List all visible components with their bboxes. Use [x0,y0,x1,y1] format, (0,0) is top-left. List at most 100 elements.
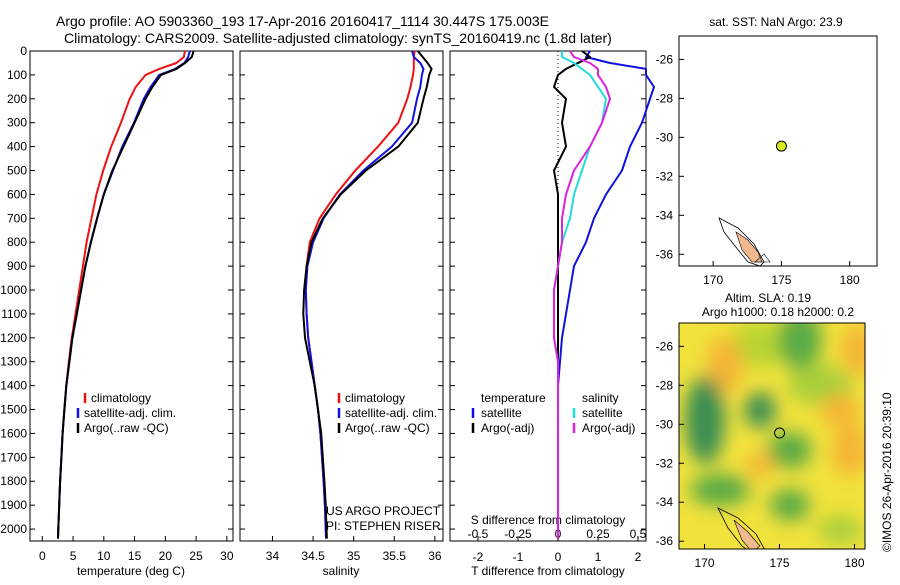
map-y-tick-label: -26 [656,52,674,66]
map-y-tick-label: -30 [656,130,674,144]
legend-climatology: climatology [345,391,405,405]
y-tick-label: 1500 [0,403,27,417]
y-tick-label: 100 [7,68,27,82]
y-tick-label: 300 [7,116,27,130]
x-tick-label: -1 [513,550,524,564]
sla-map-panel: Altim. SLA: 0.19 Argo h1000: 0.18 h2000:… [656,291,894,570]
y-tick-label: 200 [7,92,27,106]
y-tick-label: 1000 [0,283,27,297]
y-tick-label: 900 [7,259,27,273]
s-tick-label: 0.5 [630,527,647,541]
sla-coastline [717,507,765,549]
y-tick-label: 1400 [0,379,27,393]
x-tick-label: 5 [70,549,77,563]
header-line-2: Climatology: CARS2009. Satellite-adjuste… [64,30,612,46]
map-y-tick-label: -32 [656,456,674,470]
map-x-tick-label: 170 [703,273,723,287]
map-y-tick-label: -36 [656,534,674,548]
difference-panel: S difference from climatology T differen… [449,50,655,578]
sst-coastline [718,217,771,267]
map-y-tick-label: -34 [656,208,674,222]
x-tick-label: 15 [128,549,142,563]
y-tick-label: 0 [20,44,27,58]
credit-pi: PI: STEPHEN RISER [326,519,441,533]
map-y-tick-label: -32 [656,169,674,183]
sst-map-title: sat. SST: NaN Argo: 23.9 [709,15,843,29]
s-tick-label: 0.25 [586,527,610,541]
y-tick-label: 600 [7,187,27,201]
series-line-satellite [557,50,655,539]
series-line-argo [57,50,195,539]
x-tick-label: 10 [97,549,111,563]
map-x-tick-label: 175 [769,556,789,570]
legend-t-satellite: satellite [481,406,522,420]
series-line-climatology [57,50,186,539]
legend-temperature-title: temperature [481,391,546,405]
map-y-tick-label: -28 [656,91,674,105]
legend-climatology: climatology [91,391,151,405]
x-tick-label: 36 [428,549,442,563]
map-y-tick-label: -36 [656,247,674,261]
y-tick-label: 1900 [0,498,27,512]
legend-argo: Argo(..raw -QC) [84,421,169,435]
x-tick-label: 2 [635,550,642,564]
x-tick-label: 35 [347,549,361,563]
map-y-tick-label: -26 [656,339,674,353]
salinity-legend: climatology satellite-adj. clim. Argo(..… [337,391,437,435]
y-tick-label: 1300 [0,355,27,369]
t-difference-label: T difference from climatology [471,564,625,578]
y-tick-label: 1800 [0,474,27,488]
temperature-legend: climatology satellite-adj. clim. Argo(..… [76,391,176,435]
x-tick-label: 34 [266,549,280,563]
map-y-tick-label: -30 [656,417,674,431]
salinity-axis-label: salinity [323,564,360,578]
temperature-panel: temperature (deg C) climatology satellit… [0,44,234,578]
series-line-argo [302,50,433,539]
legend-argo: Argo(..raw -QC) [345,421,430,435]
s-tick-label: -0.25 [504,527,532,541]
x-tick-label: 20 [159,549,173,563]
y-tick-label: 1200 [0,331,27,345]
x-tick-label: 0 [555,550,562,564]
difference-legend: temperature satellite Argo(-adj) salinit… [471,391,635,435]
y-tick-label: 1700 [0,450,27,464]
s-difference-label: S difference from climatology [471,513,626,527]
argo-float-marker [774,427,786,439]
x-tick-label: 35.5 [383,549,407,563]
legend-t-argo: Argo(-adj) [481,421,534,435]
legend-salinity-title: salinity [582,391,619,405]
map-y-tick-label: -28 [656,378,674,392]
map-x-tick-label: 180 [840,273,860,287]
x-tick-label: 34.5 [301,549,325,563]
x-tick-label: 1 [595,550,602,564]
argo-float-marker [775,140,787,152]
map-x-tick-label: 180 [844,556,864,570]
credit-project: US ARGO PROJECT [326,504,441,518]
legend-satellite: satellite-adj. clim. [345,406,437,420]
y-tick-label: 2000 [0,522,27,536]
legend-s-satellite: satellite [582,406,623,420]
map-y-tick-label: -34 [656,495,674,509]
y-tick-label: 700 [7,211,27,225]
y-tick-label: 400 [7,140,27,154]
salinity-panel: salinity climatology satellite-adj. clim… [239,50,444,578]
x-tick-label: 25 [189,549,203,563]
x-tick-label: 0 [39,549,46,563]
sla-map-title-2: Argo h1000: 0.18 h2000: 0.2 [702,305,854,319]
temperature-axis-label: temperature (deg C) [77,564,185,578]
sst-map-panel: sat. SST: NaN Argo: 23.9 170 175 180 -26 -28… [656,15,878,287]
sla-map-title-1: Altim. SLA: 0.19 [725,291,811,305]
y-tick-label: 1600 [0,426,27,440]
legend-s-argo: Argo(-adj) [582,421,635,435]
series-line-argo_salinity [553,50,611,539]
y-tick-label: 1100 [1,307,27,321]
header-line-1: Argo profile: AO 5903360_193 17-Apr-2016… [56,13,549,29]
series-line-argo [553,50,591,539]
sla-heatmap [685,323,865,549]
y-tick-label: 800 [7,235,27,249]
legend-satellite: satellite-adj. clim. [84,406,176,420]
map-x-tick-label: 175 [771,273,791,287]
s-tick-label: -0.5 [468,527,489,541]
